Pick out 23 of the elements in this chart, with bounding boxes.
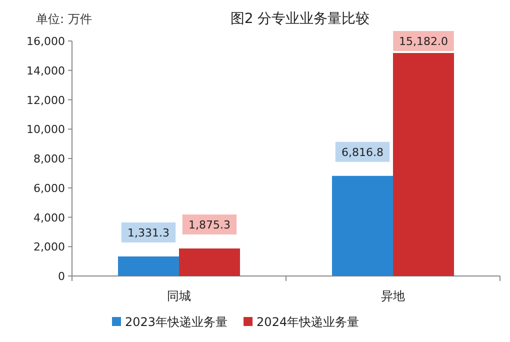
y-tick-label: 2,000 xyxy=(34,240,65,254)
legend-label: 2023年快递业务量 xyxy=(125,315,228,329)
y-tick-label: 12,000 xyxy=(26,94,65,107)
legend-label: 2024年快递业务量 xyxy=(256,315,360,329)
data-label: 1,875.3 xyxy=(188,218,230,232)
data-label: 15,182.0 xyxy=(399,35,448,48)
y-tick-label: 16,000 xyxy=(26,35,65,48)
bar xyxy=(332,176,393,276)
y-tick-label: 6,000 xyxy=(34,182,65,195)
x-tick-label: 异地 xyxy=(381,289,405,303)
data-label: 1,331.3 xyxy=(128,226,170,240)
bar xyxy=(118,256,179,276)
text: 单位: 万件 xyxy=(36,12,92,26)
y-tick-label: 8,000 xyxy=(34,152,65,166)
bar xyxy=(179,248,240,276)
y-tick-label: 4,000 xyxy=(34,211,65,224)
bar xyxy=(393,53,454,276)
y-tick-label: 14,000 xyxy=(26,64,65,78)
y-tick-label: 10,000 xyxy=(26,123,65,136)
x-tick-label: 同城 xyxy=(167,289,191,303)
chart-title: 图2 分专业业务量比较 xyxy=(230,11,370,27)
data-label: 6,816.8 xyxy=(342,146,384,159)
y-tick-label: 0 xyxy=(58,270,65,283)
